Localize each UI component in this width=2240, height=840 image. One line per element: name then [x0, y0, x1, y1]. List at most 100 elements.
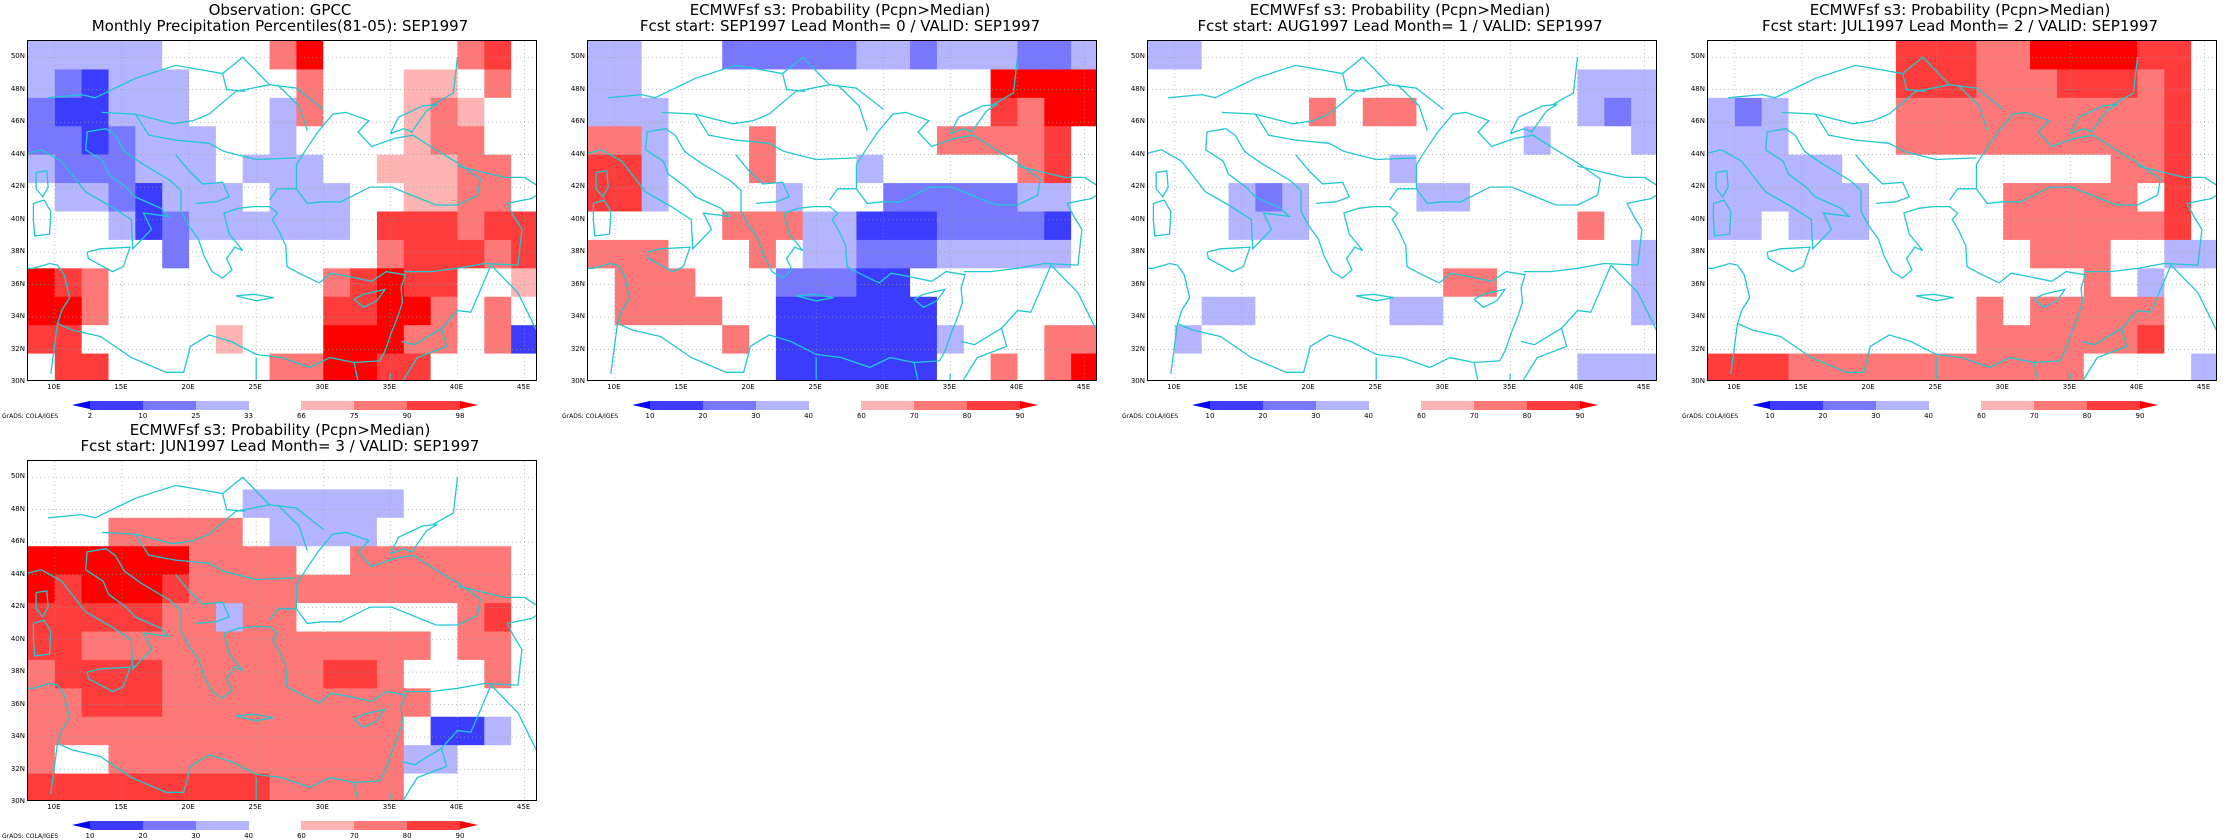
- grid-cell: [511, 41, 536, 71]
- grid-cell: [2056, 296, 2085, 326]
- grid-cell: [242, 517, 271, 547]
- lon-tick-label: 20E: [1301, 383, 1315, 391]
- coastline: [1560, 264, 1612, 329]
- grid-cell: [2110, 353, 2139, 380]
- grid-cell: [28, 239, 56, 269]
- lat-tick-label: 30N: [1690, 377, 1705, 385]
- grid-cell: [936, 69, 965, 99]
- grid-cell: [54, 296, 83, 326]
- colorbar-label: 40: [1924, 412, 1934, 420]
- grid-cell: [641, 268, 670, 298]
- grid-cell: [269, 268, 298, 298]
- grid-cell: [350, 325, 378, 355]
- coastline: [389, 103, 438, 135]
- lon-tick-label: 35E: [1502, 383, 1517, 391]
- grid-cell: [668, 296, 696, 326]
- panel-title-line2: Fcst start: JUN1997 Lead Month= 3 / VALI…: [80, 437, 480, 455]
- grid-cell: [135, 688, 163, 718]
- colorbar-segment: [354, 821, 408, 830]
- colorbar-high-arrow: [1020, 401, 1038, 409]
- grid-cell: [81, 574, 110, 604]
- grid-cell: [242, 461, 271, 491]
- grid-cell: [1869, 126, 1897, 156]
- grid-cell: [242, 716, 271, 746]
- grid-cell: [1523, 211, 1552, 241]
- grid-cell: [54, 461, 83, 491]
- grid-cell: [1869, 211, 1897, 241]
- grid-cell: [242, 41, 271, 71]
- grid-cell: [1228, 41, 1256, 71]
- colorbar-segment: [90, 821, 144, 830]
- grid-cell: [1470, 41, 1498, 71]
- grid-cell: [135, 745, 163, 775]
- grid-cell: [2110, 154, 2139, 184]
- grid-cell: [242, 126, 271, 156]
- grid-cell: [2030, 183, 2058, 213]
- lon-tick-label: 45E: [1076, 383, 1091, 391]
- grid-cell: [350, 546, 378, 576]
- grid-cell: [350, 69, 378, 99]
- lat-tick-label: 34N: [570, 312, 585, 321]
- grid-cell: [1496, 296, 1525, 326]
- lon-tick-label: 10E: [1167, 383, 1181, 391]
- grid-cell: [1416, 154, 1444, 184]
- grid-cell: [54, 773, 83, 800]
- grid-cell: [430, 631, 459, 661]
- coastline: [665, 128, 966, 362]
- grid-cell: [1416, 239, 1444, 269]
- grid-cell: [1496, 126, 1525, 156]
- grid-cell: [376, 517, 405, 547]
- grid-cell: [990, 239, 1019, 269]
- grid-cell: [2164, 69, 2192, 99]
- panel-title-line1: ECMWFsf s3: Probability (Pcpn>Median): [689, 1, 991, 19]
- grid-cell: [722, 268, 750, 298]
- grid-cell: [215, 211, 244, 241]
- coastline: [48, 56, 324, 110]
- grid-cell: [323, 268, 351, 298]
- grid-cell: [749, 268, 777, 298]
- grid-cell: [2164, 353, 2192, 380]
- grid-cell: [215, 296, 244, 326]
- grid-cell: [856, 325, 884, 355]
- grid-cell: [403, 461, 432, 491]
- grid-cell: [2083, 325, 2112, 355]
- lat-tick-label: 42N: [1690, 182, 1705, 191]
- colorbar-high-arrow: [2140, 401, 2158, 409]
- grid-cell: [856, 69, 884, 99]
- grid-cell: [54, 183, 83, 213]
- grid-cell: [1734, 69, 1763, 99]
- grid-cell: [2003, 211, 2031, 241]
- lon-tick-label: 35E: [2062, 383, 2077, 391]
- grid-cell: [28, 574, 56, 604]
- grid-cell: [1869, 296, 1897, 326]
- grid-cell: [215, 574, 244, 604]
- precip-map: [1148, 41, 1656, 380]
- lon-tick-label: 15E: [1794, 383, 1808, 391]
- grid-cell: [588, 268, 616, 298]
- colorbar-segment: [1262, 401, 1317, 410]
- grid-cell: [28, 461, 56, 491]
- grid-cell: [2003, 239, 2031, 269]
- colorbar-label: 98: [455, 412, 465, 420]
- grid-cell: [430, 154, 459, 184]
- grid-cell: [376, 97, 405, 127]
- grid-cell: [376, 126, 405, 156]
- coastline: [403, 165, 536, 273]
- coastline: [592, 199, 612, 237]
- grid-cell: [2030, 325, 2058, 355]
- grid-cell: [2030, 69, 2058, 99]
- grid-cell: [1922, 296, 1951, 326]
- grid-cell: [614, 183, 643, 213]
- precip-map: [588, 41, 1096, 380]
- grid-cell: [936, 239, 965, 269]
- coastline: [1712, 199, 1732, 237]
- coastline: [277, 84, 308, 131]
- grid-cell: [215, 688, 244, 718]
- lon-tick-label: 10E: [1727, 383, 1741, 391]
- colorbar-low-arrow: [72, 401, 90, 409]
- grid-cell: [457, 97, 485, 127]
- grid-cell: [242, 688, 271, 718]
- coastline: [86, 666, 131, 693]
- grid-cell: [1869, 239, 1897, 269]
- grid-cell: [28, 211, 56, 241]
